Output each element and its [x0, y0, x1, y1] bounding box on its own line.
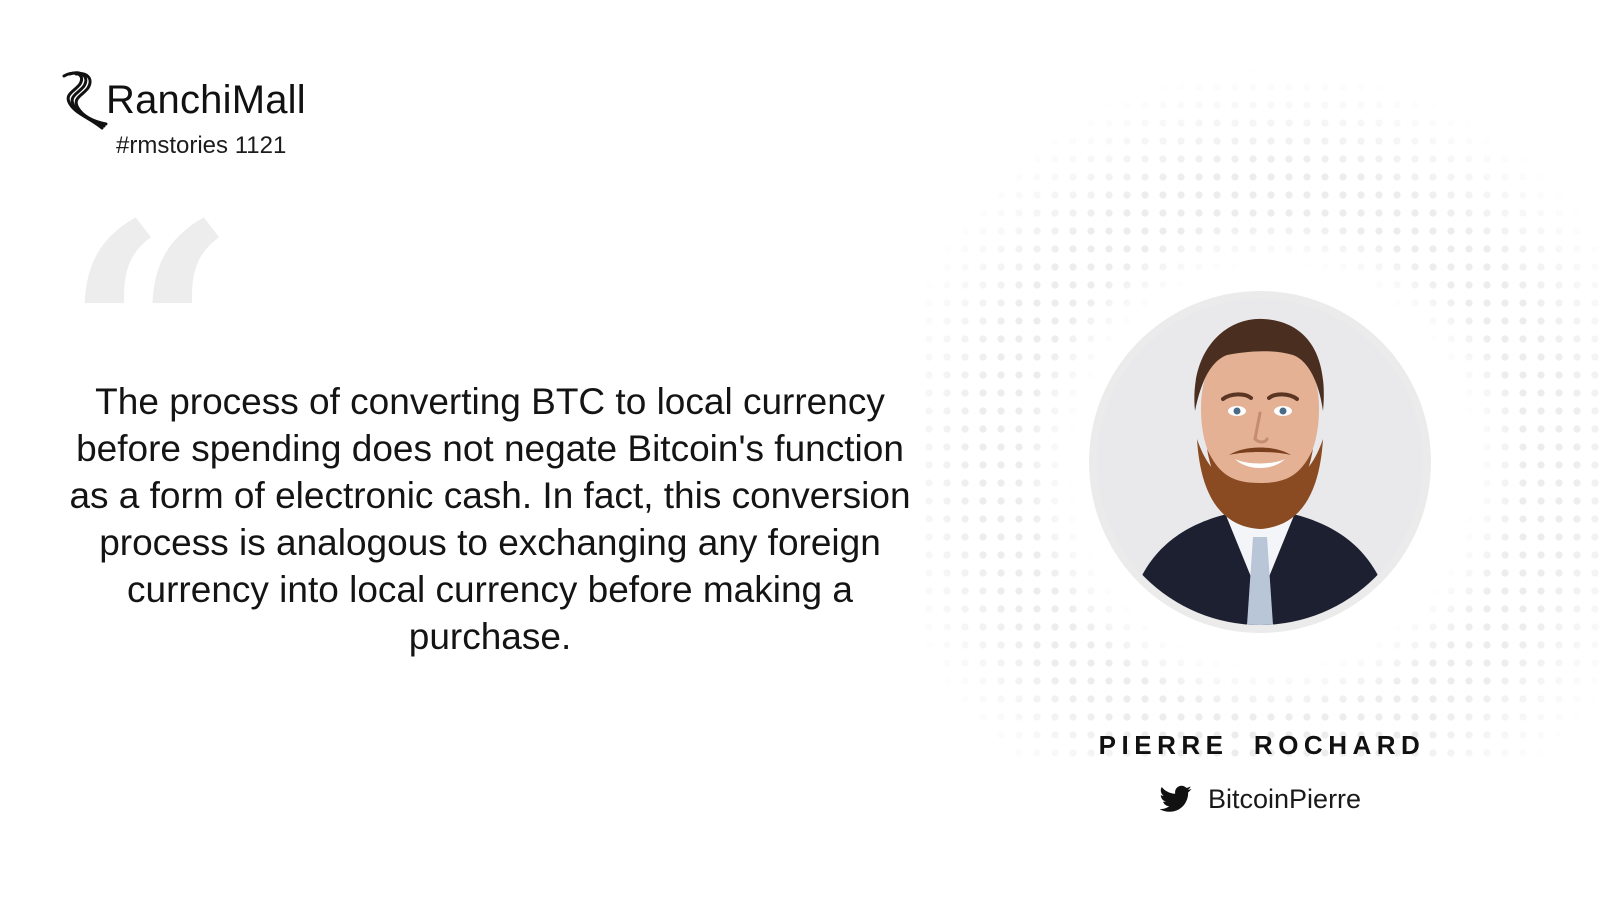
person-name: PIERRE ROCHARD — [1098, 730, 1426, 760]
portrait-image — [1097, 299, 1423, 625]
twitter-handle-text: BitcoinPierre — [1208, 783, 1362, 814]
quote-mark-icon: “ — [64, 158, 237, 511]
twitter-icon — [1160, 785, 1192, 812]
twitter-handle[interactable]: BitcoinPierre — [1160, 782, 1361, 816]
quote-text: The process of converting BTC to local c… — [69, 381, 911, 657]
ranchimall-logo-icon — [62, 71, 108, 130]
brand-name: RanchiMall — [106, 78, 306, 122]
story-tagline: #rmstories 1121 — [116, 132, 287, 159]
avatar — [1097, 299, 1423, 625]
